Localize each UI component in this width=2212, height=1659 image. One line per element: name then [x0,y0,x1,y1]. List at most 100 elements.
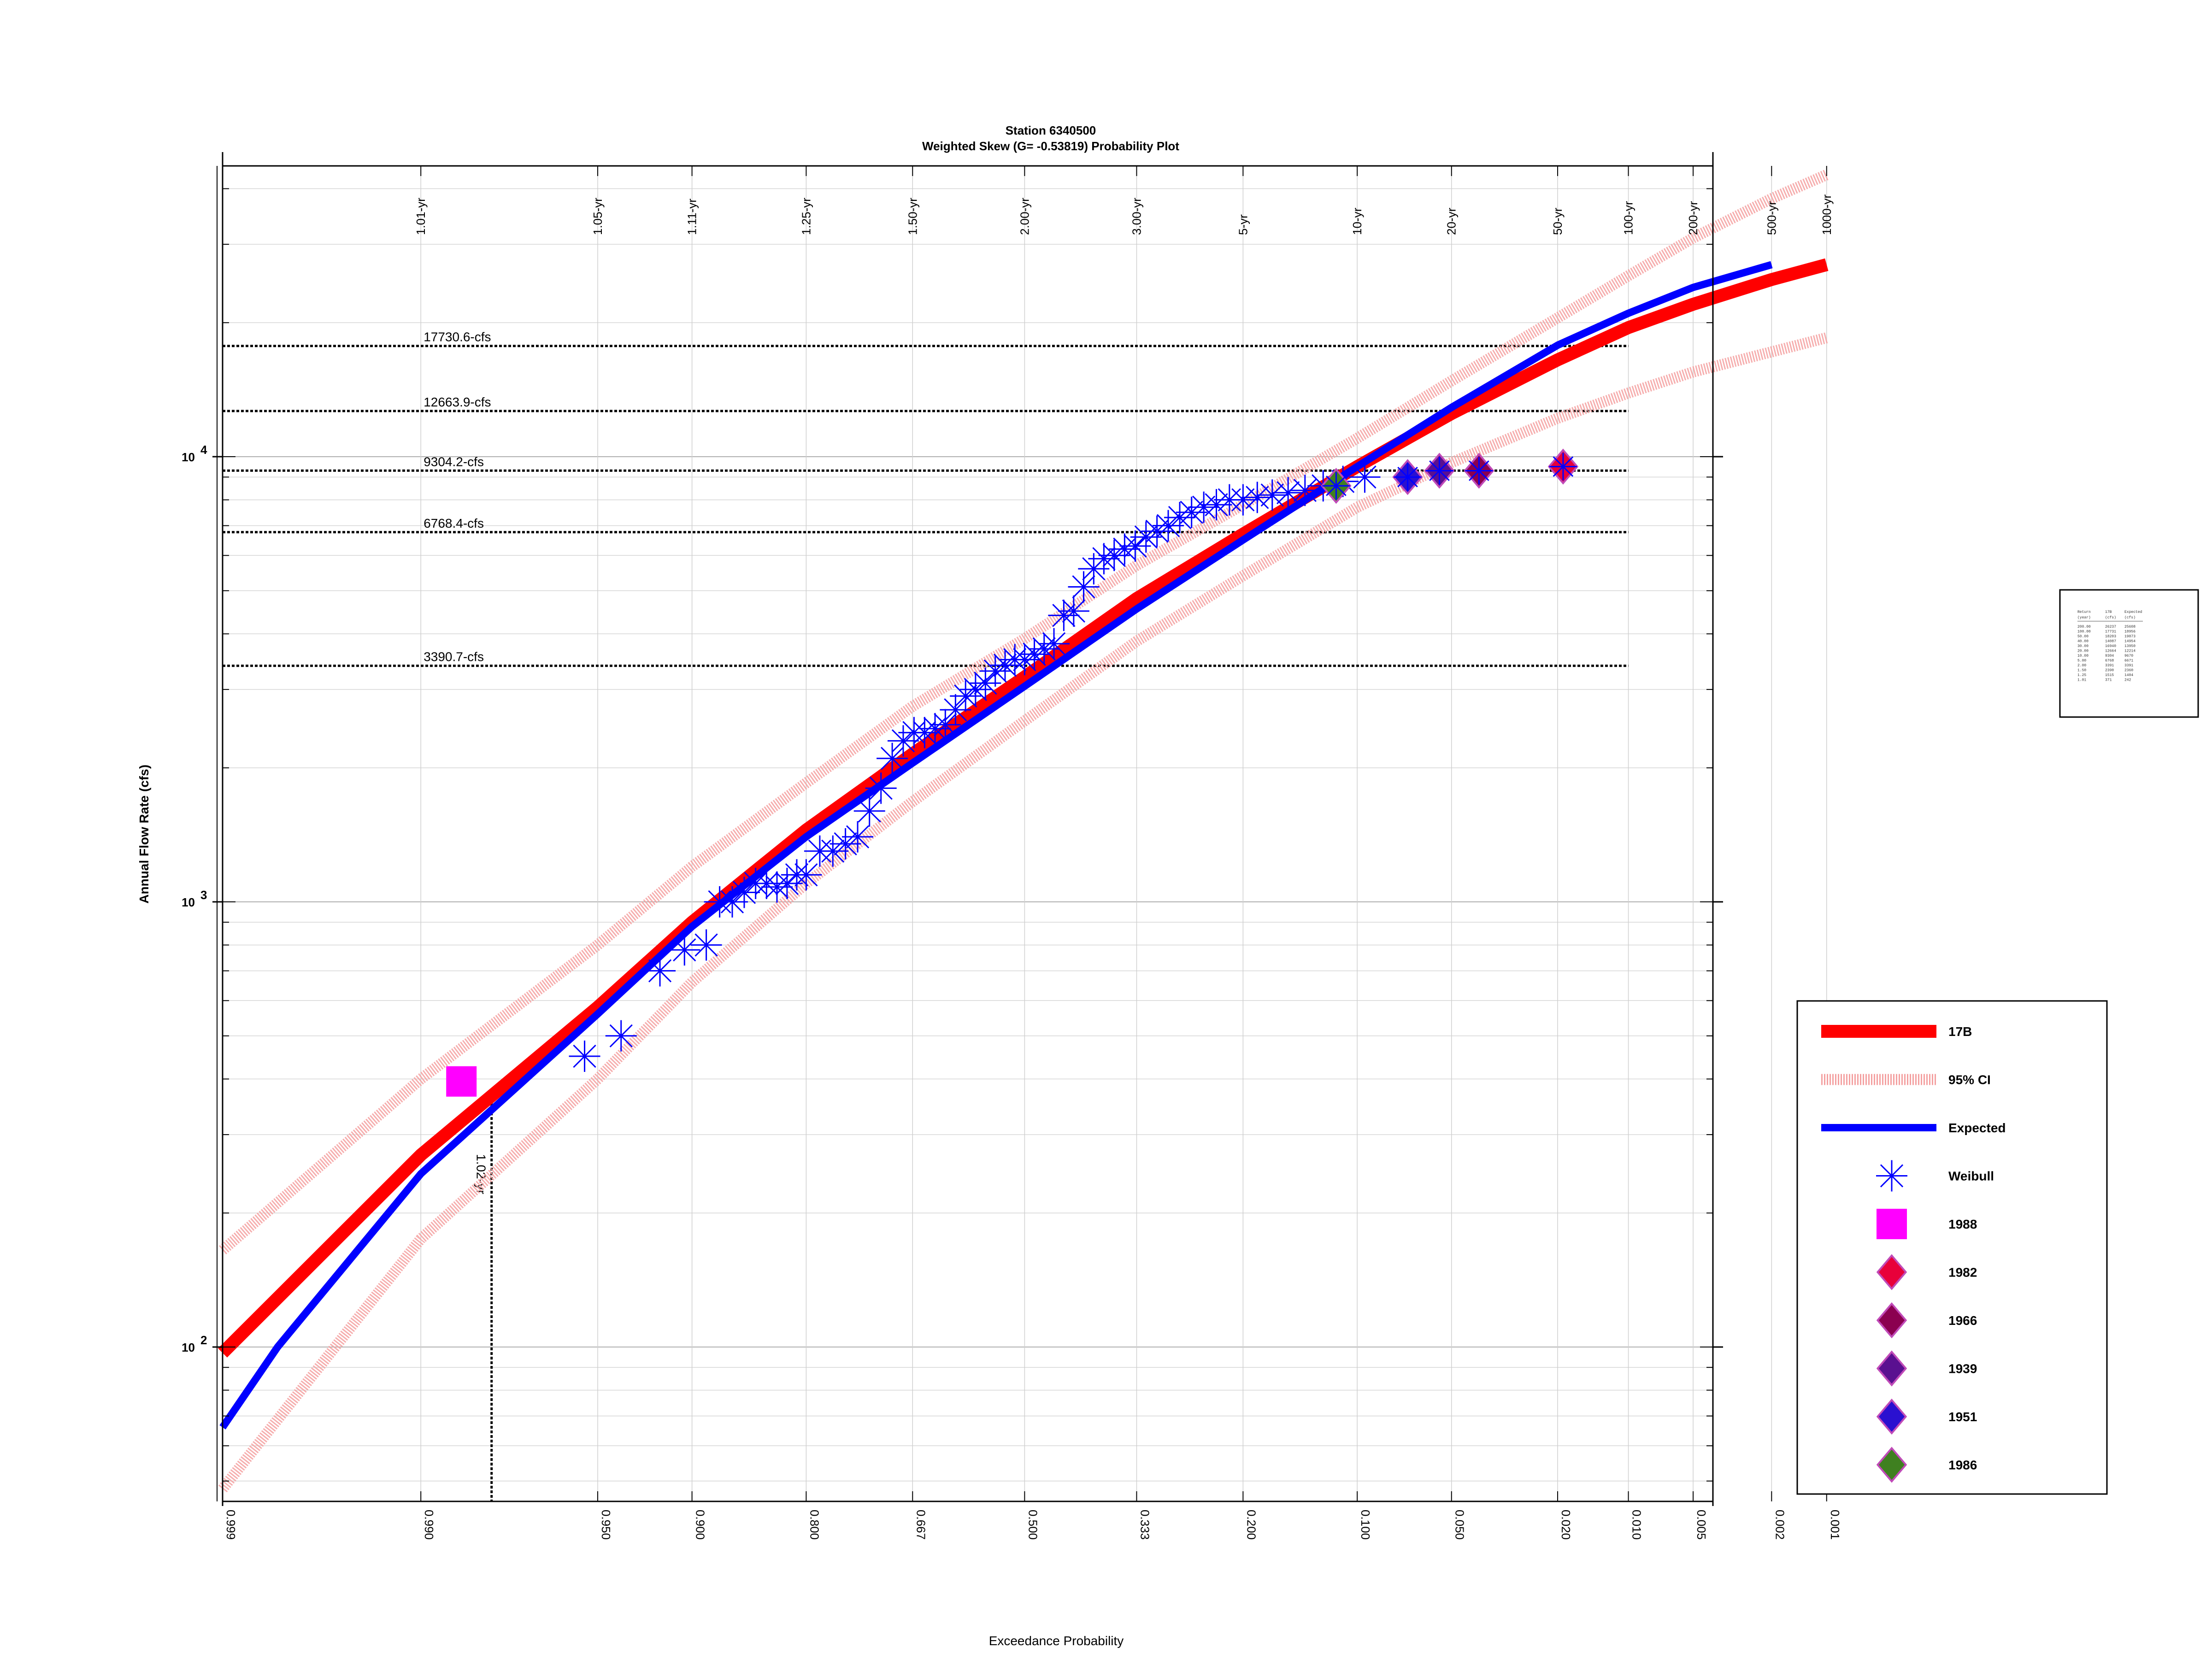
weibull-point [1289,475,1321,506]
legend: 17B 95% CI Expected Weibull 1988 1982 1966 1939… [1796,1000,2108,1495]
return-period-label: 1.01-yr [414,198,428,235]
table-cell: 9670 [2124,654,2133,658]
x-tick-label: 0.990 [422,1510,436,1540]
reference-lines: 17730.6-cfs 12663.9-cfs 9304.2-cfs 6768.4-c… [223,330,1629,1501]
x-tick-label: 0.500 [1026,1510,1040,1540]
table-cell: 200.00 [2077,625,2091,629]
weibull-point [842,821,874,853]
table-cell: 1404 [2124,673,2133,677]
return-period-label: 500-yr [1765,201,1778,235]
reference-line-label: 6768.4-cfs [424,516,484,530]
table-cell: 19873 [2124,635,2136,639]
x-tick-label: 0.050 [1453,1510,1467,1540]
weibull-point [950,680,982,712]
table-cell: 2390 [2105,669,2114,673]
x-tick-label: 0.950 [599,1510,613,1540]
plot-frame [217,152,1714,1506]
weibull-point [1256,479,1288,511]
reference-line-label: 3390.7-cfs [424,650,484,664]
weibull-point [569,1041,600,1072]
return-period-label: 1.11-yr [685,199,699,235]
weibull-point [970,667,1001,699]
legend-swatch [1876,1447,1907,1483]
table-cell: 371 [2105,678,2112,682]
y-tick-exponent: 3 [200,888,207,902]
series-layer [218,170,1829,1493]
legend-label: 1986 [1948,1458,1977,1472]
weibull-point [761,871,793,903]
ci-upper-line [219,170,1829,1254]
table-cell: 13950 [2124,644,2136,648]
table-cell: 3391 [2124,664,2133,668]
x-tick-label: 0.020 [1559,1510,1573,1540]
table-cell: 12664 [2105,649,2116,653]
y-tick-exponent: 4 [200,443,207,457]
weibull-point [1349,461,1381,493]
weibull-point [1241,482,1273,513]
legend-swatch [1877,1209,1907,1239]
weibull-point [1119,530,1151,562]
weibull-point [1394,463,1422,491]
x-tick-label: 0.333 [1138,1510,1152,1540]
x-axis-label: Exceedance Probability [989,1634,1124,1648]
weibull-point [930,709,961,741]
table-cell: 1.50 [2077,669,2086,673]
legend-label: 1939 [1948,1362,1977,1376]
table-cell: 14954 [2124,640,2136,644]
table-cell: 30.00 [2077,644,2088,648]
return-period-label: 3.00-yr [1130,198,1143,235]
x-tick-label: 0.800 [807,1510,821,1540]
table-cell: 17731 [2105,630,2116,634]
legend-label: Weibull [1948,1169,1994,1183]
table-cell: 14087 [2105,640,2116,644]
table-cell: 5.00 [2077,659,2086,663]
x-tick-label: 0.005 [1694,1510,1708,1540]
table-header: Return [2077,610,2091,614]
return-period-label: 200-yr [1686,201,1700,235]
legend-label: Expected [1948,1121,2006,1135]
chart-subtitle: Weighted Skew (G= -0.53819) Probability … [922,139,1179,153]
table-subheader: (cfs) [2105,616,2116,620]
y-tick-label: 10 [182,1341,195,1354]
x-tick-label: 0.200 [1244,1510,1258,1540]
weibull-point [728,877,760,908]
x-tick-label: 0.900 [694,1510,707,1540]
x-tick-label: 0.100 [1359,1510,1372,1540]
table-subheader: (year) [2077,616,2091,620]
legend-swatch [1876,1350,1907,1387]
legend-label: 95% CI [1948,1073,1991,1087]
series-17b-line [218,258,1829,1358]
weibull-point [1549,453,1577,481]
legend-swatch [1876,1398,1907,1435]
table-cell: 40.00 [2077,640,2088,644]
vertical-marker-label: 1.02-yr [474,1154,488,1194]
y-axis-label: Annual Flow Rate (cfs) [137,765,151,904]
weibull-point [1153,510,1184,541]
reference-line-label: 17730.6-cfs [424,330,491,344]
chart-title: Station 6340500 [1006,124,1096,137]
legend-label: 1951 [1948,1410,1977,1424]
table-cell: 25608 [2124,625,2136,629]
point-1988 [446,1066,477,1097]
table-cell: 3391 [2105,664,2114,668]
table-subheader: (cfs) [2124,616,2136,620]
weibull-point [1227,484,1259,516]
return-period-label: 1000-yr [1820,194,1834,235]
weibull-point [853,795,885,827]
table-cell: 2.00 [2077,664,2086,668]
table-cell: 242 [2124,678,2131,682]
weibull-point [717,886,748,918]
x-tick-label: 0.002 [1773,1510,1787,1540]
table-cell: 20.00 [2077,649,2088,653]
weibull-point [1028,633,1060,665]
table-cell: 18956 [2124,630,2136,634]
weibull-point [644,955,676,987]
table-cell: 16940 [2105,644,2116,648]
return-period-label: 2.00-yr [1018,198,1031,235]
weibull-point [790,859,822,891]
weibull-point [989,649,1021,681]
return-period-label: 1.25-yr [799,198,813,235]
legend-label: 1988 [1948,1217,1977,1231]
return-period-label: 100-yr [1622,201,1635,235]
